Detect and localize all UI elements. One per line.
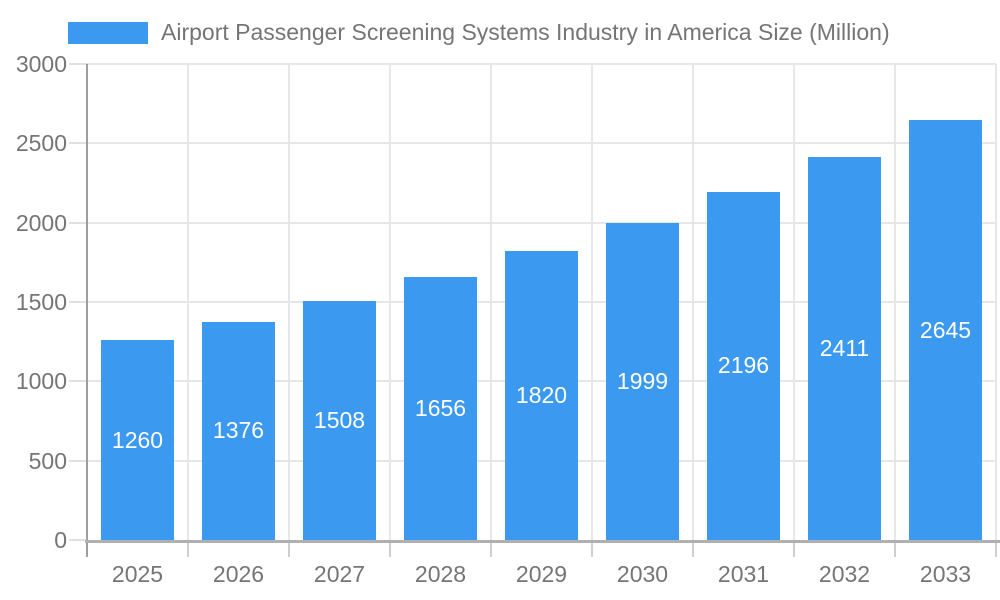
bar-2031[interactable]: 2196 <box>707 191 780 540</box>
x-axis-label-2026: 2026 <box>212 561 265 587</box>
x-gridline <box>490 64 492 540</box>
y-tick-mark <box>69 301 87 303</box>
x-tick-mark <box>894 543 896 557</box>
x-axis-label-2028: 2028 <box>414 561 467 587</box>
y-axis-label: 3000 <box>15 51 67 77</box>
legend-swatch-icon <box>68 21 148 44</box>
y-axis-label: 0 <box>54 527 67 553</box>
bar-value-label: 1999 <box>616 367 669 394</box>
x-gridline <box>894 64 896 540</box>
x-axis-label-2027: 2027 <box>313 561 366 587</box>
bar-value-label: 2411 <box>819 335 870 362</box>
x-axis-label-2029: 2029 <box>515 561 568 587</box>
bar-value-label: 2196 <box>717 352 770 379</box>
legend-label: Airport Passenger Screening Systems Indu… <box>161 19 890 45</box>
bar-value-label: 1820 <box>515 382 568 409</box>
y-axis-line <box>86 64 88 557</box>
y-tick-mark <box>69 380 87 383</box>
y-tick-mark <box>69 459 87 462</box>
x-tick-mark <box>692 543 694 557</box>
x-gridline <box>288 64 290 540</box>
bar-2030[interactable]: 1999 <box>606 222 679 540</box>
bar-2027[interactable]: 1508 <box>303 300 376 540</box>
y-axis-label: 500 <box>28 447 67 474</box>
x-gridline <box>187 64 189 540</box>
x-gridline <box>995 64 997 540</box>
y-tick-mark <box>69 142 87 145</box>
bar-value-label: 1376 <box>212 417 265 444</box>
bar-2026[interactable]: 1376 <box>202 321 275 540</box>
y-gridline <box>87 221 996 224</box>
x-tick-mark <box>793 543 795 557</box>
x-axis-label-2032: 2032 <box>818 561 871 587</box>
y-axis-label: 2000 <box>15 209 67 236</box>
x-gridline <box>793 64 795 540</box>
y-tick-mark <box>69 221 87 224</box>
bar-value-label: 1656 <box>414 395 467 422</box>
x-gridline <box>389 64 391 540</box>
bar-2025[interactable]: 1260 <box>101 340 174 540</box>
bar-value-label: 1260 <box>111 426 164 453</box>
y-axis-label: 2500 <box>15 130 67 157</box>
x-axis-label-2031: 2031 <box>717 561 770 587</box>
bar-2032[interactable]: 2411 <box>808 157 881 540</box>
x-gridline <box>591 64 593 540</box>
bar-2029[interactable]: 1820 <box>505 251 578 540</box>
x-tick-mark <box>187 543 189 557</box>
y-tick-mark <box>69 63 87 65</box>
bar-2033[interactable]: 2645 <box>909 120 982 540</box>
x-axis-label-2030: 2030 <box>616 561 669 587</box>
x-tick-mark <box>591 543 593 557</box>
x-tick-mark <box>288 543 290 557</box>
x-axis-baseline <box>85 540 1000 543</box>
y-tick-mark <box>69 539 87 541</box>
bar-value-label: 2645 <box>919 316 972 343</box>
x-gridline <box>692 64 694 540</box>
y-gridline <box>87 142 996 145</box>
x-axis-label-2025: 2025 <box>111 561 164 587</box>
x-tick-mark <box>389 543 391 557</box>
bar-2028[interactable]: 1656 <box>404 277 477 540</box>
x-tick-mark <box>490 543 492 557</box>
y-axis-label: 1000 <box>15 368 67 395</box>
x-tick-mark <box>995 543 997 557</box>
chart-legend[interactable]: Airport Passenger Screening Systems Indu… <box>68 19 890 46</box>
bar-value-label: 1508 <box>313 406 366 433</box>
x-axis-label-2033: 2033 <box>919 561 972 587</box>
y-gridline <box>87 63 996 65</box>
y-axis-label: 1500 <box>15 289 67 315</box>
